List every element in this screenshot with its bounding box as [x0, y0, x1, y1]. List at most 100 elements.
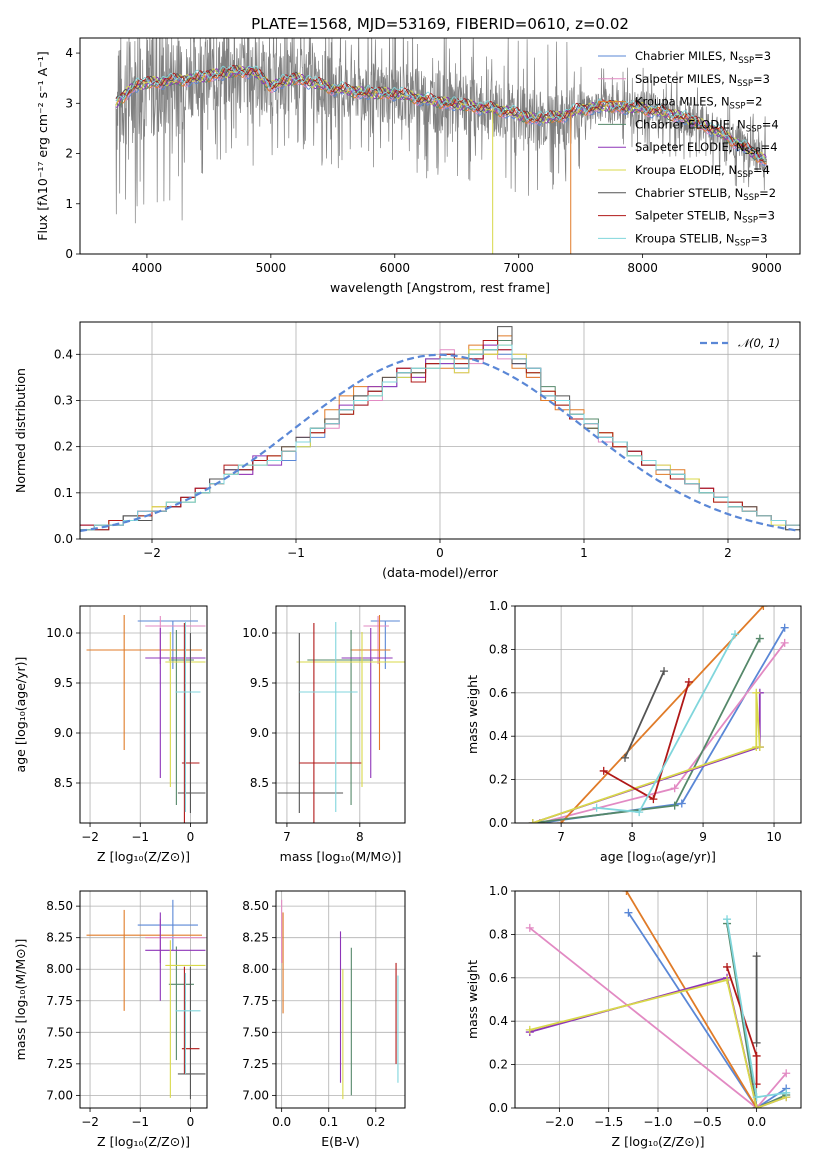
plus-marker [528, 819, 537, 823]
legend-entry: Salpeter MILES, NSSP=3 [635, 72, 770, 89]
plus-marker [670, 801, 679, 810]
residuals-ticks: −2 −1 0 1 2 0.0 0.1 0.2 0.3 0.4 [54, 347, 732, 560]
spectrum-ytick-label: 1 [65, 197, 73, 211]
mass-vs-Z-xtick-label: −2 [81, 1115, 99, 1129]
mass-weight-series-1 [539, 642, 786, 823]
errorbar-point [177, 633, 206, 813]
plus-marker [752, 688, 761, 697]
mass-vs-Z-ticks: −2 −1 0 7.00 7.25 7.50 7.75 8.00 8.25 8.50 [46, 899, 194, 1129]
mass-weight-vs-age-xtick-label: 10 [766, 830, 781, 844]
residuals-ytick-label: 0.4 [54, 347, 73, 361]
age-vs-Z-ytick-label: 8.5 [54, 776, 73, 790]
figure-title: PLATE=1568, MJD=53169, FIBERID=0610, z=0… [251, 15, 629, 33]
mass-vs-Z-frame [79, 890, 208, 1109]
mass-weight-series-3 [726, 923, 787, 1108]
legend-suffix: =3 [750, 231, 767, 245]
legend-suffix: =4 [761, 140, 778, 154]
errorbar-point [137, 899, 198, 951]
errorbar-point [370, 620, 400, 669]
plus-marker [649, 795, 658, 804]
mass-vs-ebv-ytick-label: 7.25 [242, 1057, 269, 1071]
spectrum-xtick-label: 4000 [132, 261, 163, 275]
legend-subscript: SSP [738, 56, 754, 66]
mass-weight-vs-Z-ytick-label: 1.0 [489, 884, 508, 898]
plus-marker [731, 630, 739, 639]
plus-marker [599, 766, 608, 775]
mass-vs-Z-ytick-label: 8.25 [46, 931, 73, 945]
spectrum-ytick-label: 2 [65, 147, 73, 161]
mass-vs-ebv-plot-area [281, 899, 399, 1100]
legend-entry: Salpeter STELIB, NSSP=3 [635, 209, 775, 226]
observed-spectrum-line [115, 38, 767, 224]
mass-weight-vs-Z-frame [514, 890, 802, 1109]
errorbar-point [145, 616, 206, 664]
legend-entry: Kroupa STELIB, NSSP=3 [635, 231, 767, 248]
plus-marker [621, 753, 629, 762]
legend-subscript: SSP [746, 124, 762, 134]
age-vs-Z-ylabel: age [log₁₀(age/yr)] [13, 657, 28, 773]
mass-weight-vs-age-frame [514, 605, 802, 824]
plus-marker [592, 803, 601, 812]
mass-vs-Z-xlabel: Z [log₁₀(Z/Z⊙)] [97, 1134, 190, 1149]
age-vs-mass-axes [276, 606, 405, 823]
legend-label: Salpeter ELODIE, N [635, 140, 745, 154]
spectrum-xtick-label: 5000 [256, 261, 287, 275]
legend-suffix: =3 [754, 49, 771, 63]
residuals-plot-area [80, 326, 800, 539]
residuals-xlabel: (data-model)/error [382, 565, 499, 580]
mass-vs-Z-ytick-label: 7.25 [46, 1057, 73, 1071]
plus-marker [723, 962, 732, 971]
age-vs-Z-xtick-label: −1 [131, 830, 149, 844]
mass-weight-vs-Z-xtick-label: 0.0 [747, 1115, 766, 1129]
errorbar-point [181, 623, 200, 823]
mass-weight-vs-age-xtick-label: 8 [628, 830, 636, 844]
legend-subscript: SSP [737, 79, 753, 89]
legend-subscript: SSP [745, 147, 761, 157]
legend-suffix: =2 [759, 186, 776, 200]
plus-marker [635, 808, 644, 817]
residuals-ylabel: Normed distribution [13, 368, 28, 493]
legend-label: Chabrier ELODIE, N [635, 117, 746, 131]
age-vs-mass-ticks: 7 8 8.5 9.0 9.5 10.0 [242, 626, 363, 844]
mass-weight-series-0 [539, 627, 786, 823]
mass-weight-vs-age-ticks: 7 8 9 10 0.0 0.2 0.4 0.6 0.8 1.0 [489, 599, 782, 844]
errorbar-point [181, 966, 200, 1074]
plus-marker [782, 1088, 791, 1097]
spectrum-ytick-label: 4 [65, 46, 73, 60]
age-vs-mass-ytick-label: 10.0 [242, 626, 269, 640]
mass-vs-ebv-ytick-label: 7.75 [242, 994, 269, 1008]
mass-vs-ebv-ytick-label: 8.00 [242, 962, 269, 976]
histogram-series-8 [80, 344, 800, 539]
model-spectrum-line [115, 68, 767, 165]
spectrum-frame [79, 37, 801, 255]
plus-marker [752, 1093, 761, 1102]
spectrum-ytick-label: 3 [65, 96, 73, 110]
spectrum-ylabel: Flux [fλ10⁻¹⁷ erg cm⁻² s⁻¹ A⁻¹] [35, 51, 50, 240]
age-vs-Z-axes [80, 606, 207, 823]
errorbar-point [145, 628, 206, 778]
errorbar-point [299, 623, 362, 823]
plus-marker [684, 677, 693, 686]
age-vs-Z-ytick-label: 9.0 [54, 726, 73, 740]
mass-vs-Z-axes [80, 891, 207, 1108]
mass-weight-vs-age-ytick-label: 0.2 [489, 773, 508, 787]
plus-marker [677, 799, 686, 808]
mass-weight-vs-Z-ytick-label: 0.2 [489, 1058, 508, 1072]
mass-weight-series-8 [596, 633, 736, 814]
plus-marker [782, 1069, 791, 1078]
residuals-frame [79, 321, 801, 540]
model-spectrum-line [115, 64, 767, 162]
mass-vs-ebv-ticks: 0.0 0.1 0.2 7.00 7.25 7.50 7.75 8.00 8.25 8.50 [242, 899, 385, 1129]
errorbar-point [168, 630, 194, 805]
legend-label: Chabrier MILES, N [635, 49, 738, 63]
plus-marker [752, 1038, 761, 1047]
plus-marker [752, 952, 761, 961]
errorbar-point [137, 620, 198, 669]
spectrum-ytick-label: 0 [65, 247, 73, 261]
mass-weight-vs-age-plot-area [528, 606, 789, 823]
mass-weight-series-5 [529, 978, 787, 1108]
plus-marker [752, 1051, 761, 1060]
plus-marker [780, 638, 789, 647]
errorbar-point [175, 973, 201, 1074]
mass-weight-vs-age-ytick-label: 0.4 [489, 729, 508, 743]
